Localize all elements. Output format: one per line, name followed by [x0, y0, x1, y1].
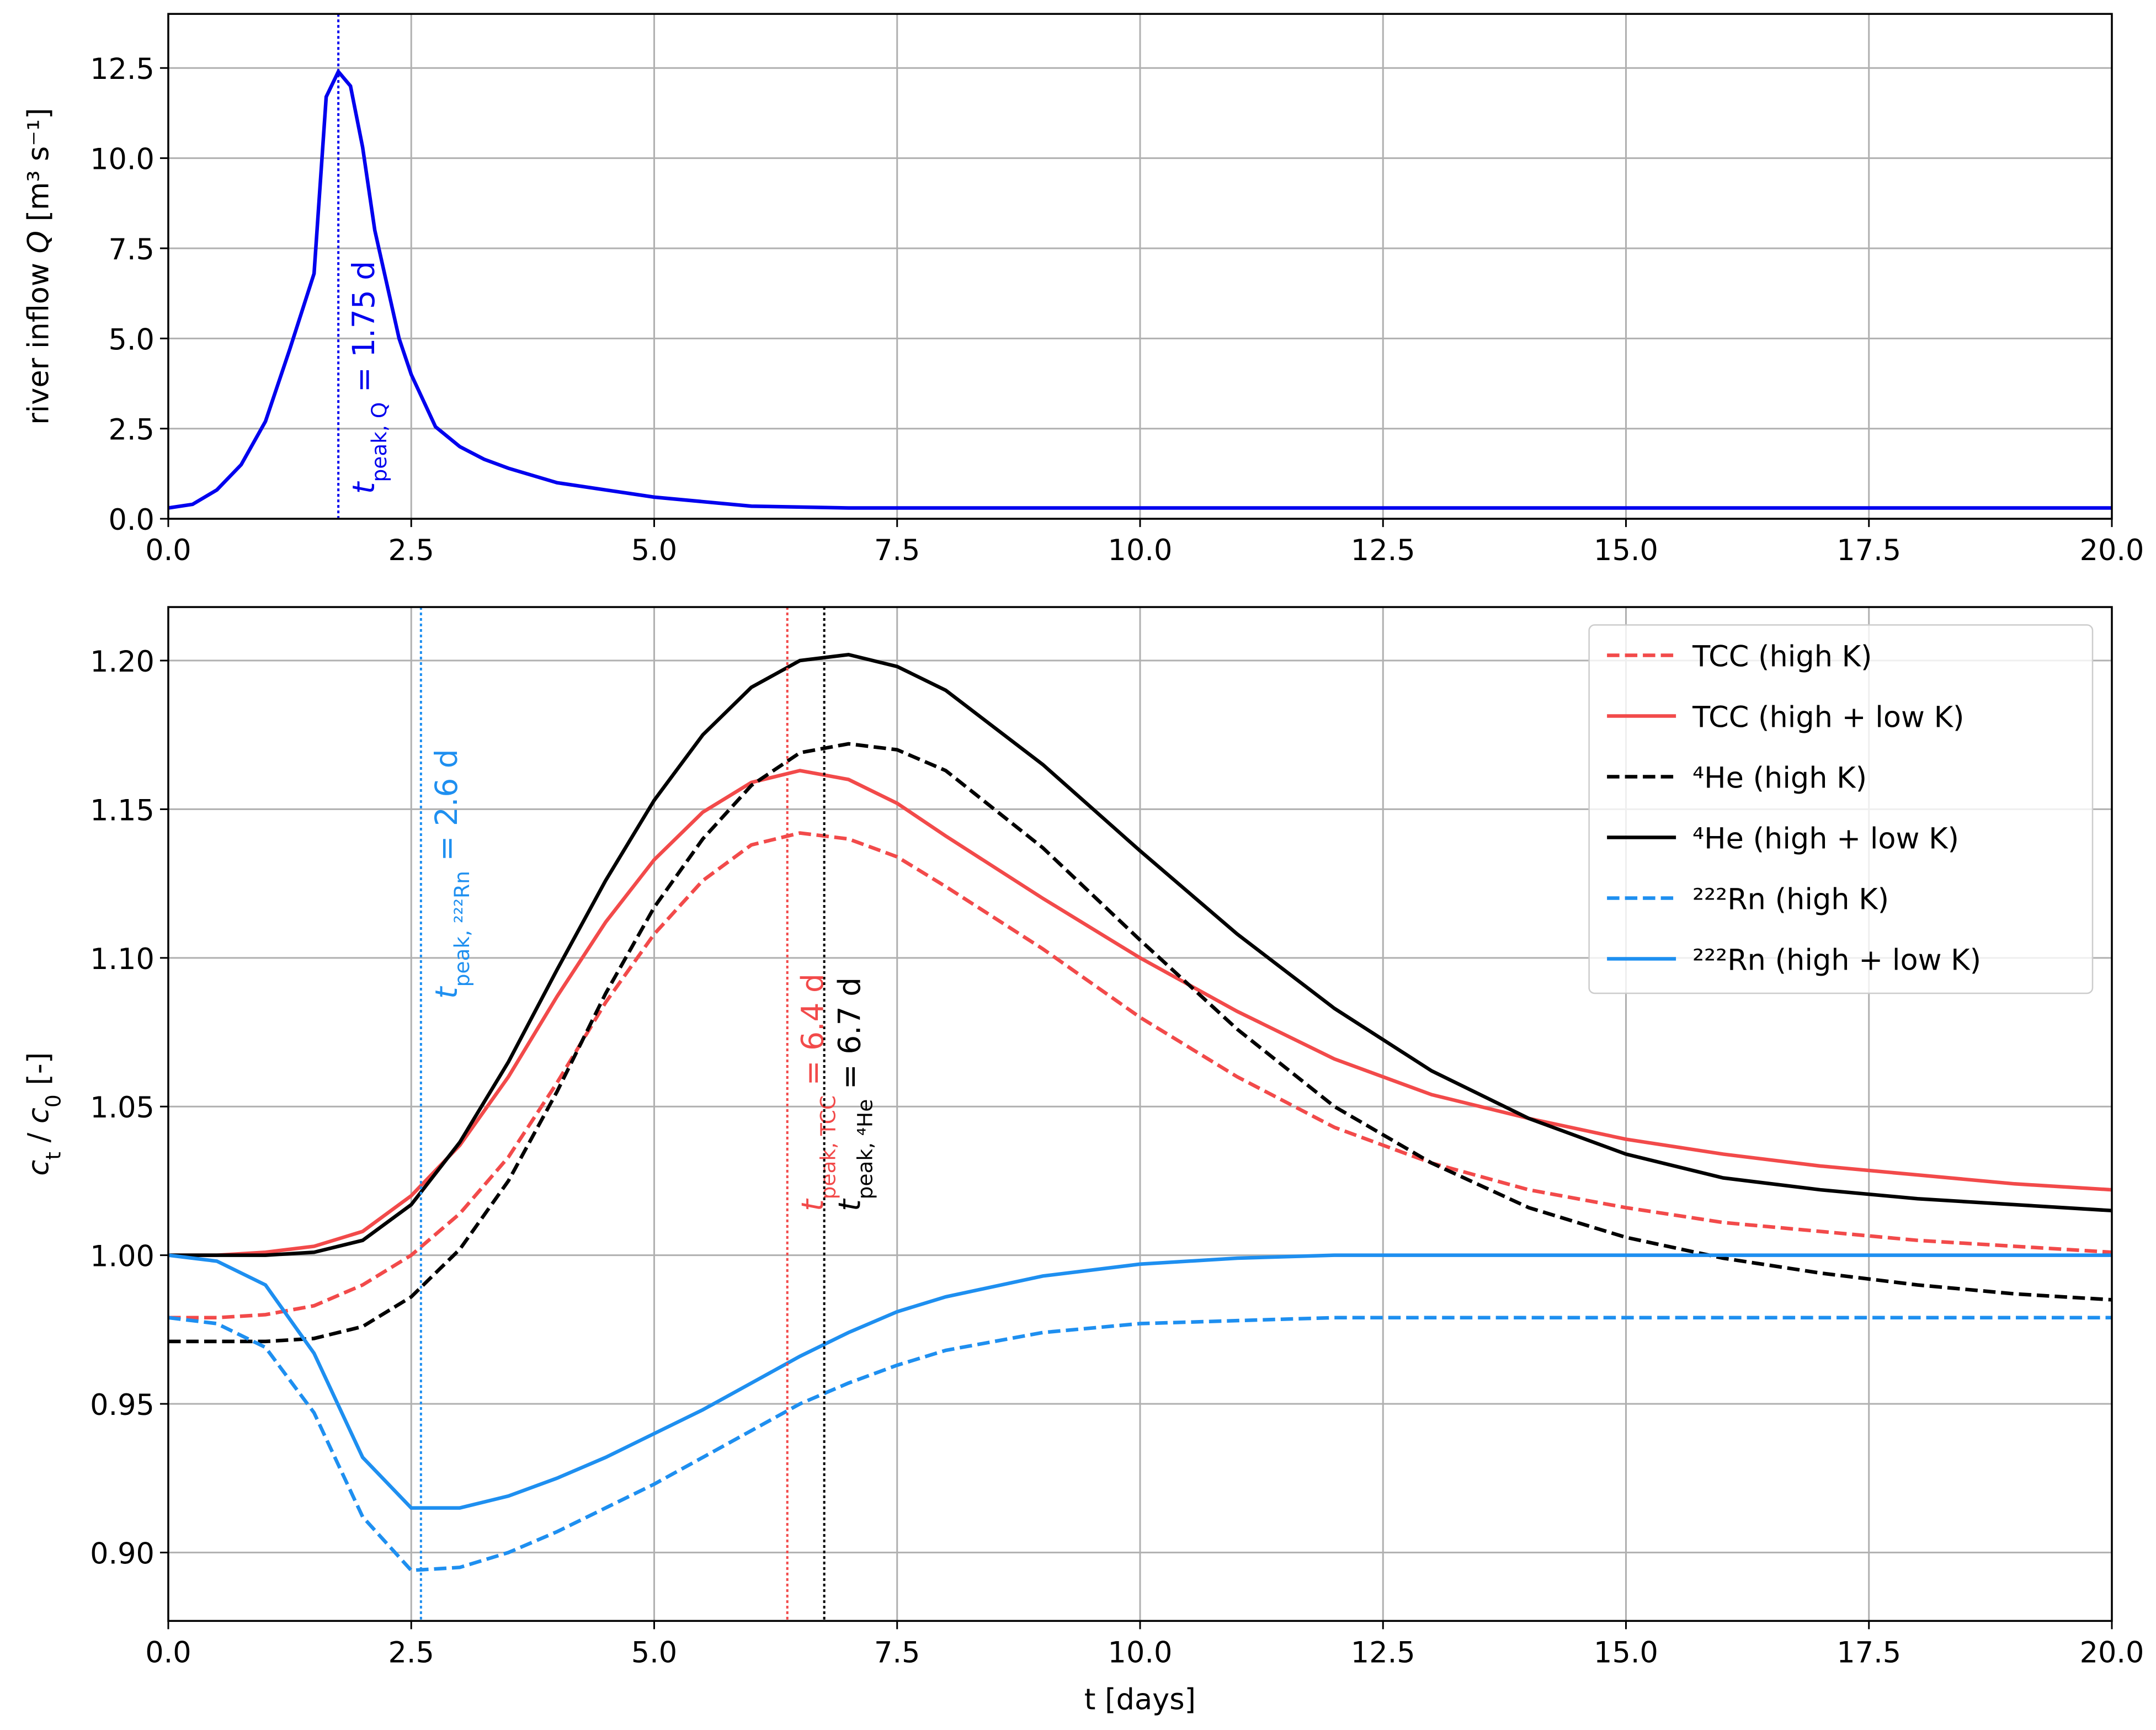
- y-tick-label: 2.5: [108, 413, 154, 447]
- text-part: c: [22, 1160, 55, 1176]
- y-tick-label: 10.0: [90, 143, 155, 177]
- text-part: [m³ s⁻¹]: [22, 108, 55, 231]
- text-part: t: [346, 481, 381, 494]
- text-part: c: [22, 1108, 55, 1124]
- y-axis-label: river inflow Q [m³ s⁻¹]: [22, 108, 55, 424]
- text-part: peak, ⁴He: [853, 1099, 877, 1200]
- x-tick-label: 0.0: [145, 534, 191, 567]
- x-tick-label: 12.5: [1351, 1636, 1415, 1669]
- x-tick-label: 15.0: [1594, 534, 1658, 567]
- y-tick-label: 0.0: [108, 503, 154, 537]
- legend-label: TCC (high + low K): [1692, 701, 1964, 734]
- x-tick-label: 10.0: [1108, 534, 1173, 567]
- y-tick-label: 5.0: [108, 323, 154, 356]
- text-part: peak, TCC: [816, 1095, 840, 1199]
- text-part: river inflow: [22, 253, 55, 424]
- text-part: peak, Q: [367, 402, 391, 482]
- y-tick-label: 12.5: [90, 52, 155, 86]
- series-line: [168, 1253, 2112, 1510]
- y-axis-label: ct / c0 [-]: [22, 1052, 65, 1176]
- x-tick-label: 0.0: [145, 1636, 191, 1669]
- text-part: = 1.75 d: [346, 261, 381, 402]
- x-tick-label: 7.5: [874, 1636, 920, 1669]
- y-tick-label: 1.00: [90, 1240, 155, 1274]
- legend-label: ⁴He (high + low K): [1692, 822, 1959, 856]
- text-part: t: [429, 986, 464, 999]
- x-tick-label: 20.0: [2080, 534, 2144, 567]
- series-line: [168, 742, 2112, 1344]
- text-part: /: [22, 1124, 55, 1152]
- x-tick-label: 17.5: [1836, 534, 1901, 567]
- y-tick-label: 1.10: [90, 943, 155, 976]
- x-tick-label: 15.0: [1594, 1636, 1658, 1669]
- y-tick-label: 1.15: [90, 794, 155, 827]
- series-line: [168, 1316, 2112, 1573]
- y-tick-label: 1.20: [90, 645, 155, 679]
- x-tick-label: 12.5: [1351, 534, 1415, 567]
- text-part: t: [832, 1198, 867, 1211]
- x-tick-label: 17.5: [1836, 1636, 1901, 1669]
- legend-label: ⁴He (high K): [1692, 762, 1867, 795]
- y-tick-label: 1.05: [90, 1091, 155, 1125]
- x-tick-label: 5.0: [631, 534, 677, 567]
- peak-annotation: tpeak, ⁴He = 6.7 d: [832, 977, 877, 1211]
- legend-label: TCC (high K): [1692, 640, 1872, 674]
- text-part: t: [41, 1152, 65, 1160]
- plot-frame: [167, 606, 2113, 1622]
- text-part: peak, ²²²Rn: [450, 871, 474, 987]
- y-tick-label: 0.90: [90, 1537, 155, 1571]
- x-tick-label: 5.0: [631, 1636, 677, 1669]
- plot-frame: [167, 13, 2113, 520]
- text-part: = 2.6 d: [429, 749, 464, 871]
- x-axis-label: t [days]: [1084, 1683, 1196, 1716]
- text-part: = 6.7 d: [832, 977, 867, 1099]
- x-tick-label: 20.0: [2080, 1636, 2144, 1669]
- peak-annotation: tpeak, ²²²Rn = 2.6 d: [429, 749, 474, 999]
- series-line: [168, 68, 2112, 510]
- x-tick-label: 10.0: [1108, 1636, 1173, 1669]
- peak-annotation: tpeak, Q = 1.75 d: [346, 261, 391, 494]
- legend-label: ²²²Rn (high K): [1692, 882, 1889, 916]
- series-line: [168, 769, 2112, 1257]
- series-line: [168, 831, 2112, 1320]
- legend-box: [1588, 624, 2094, 994]
- text-part: 0: [41, 1094, 65, 1108]
- text-part: [-]: [22, 1052, 55, 1095]
- x-tick-label: 2.5: [388, 1636, 434, 1669]
- x-tick-label: 2.5: [388, 534, 434, 567]
- y-tick-label: 7.5: [108, 233, 154, 267]
- x-tick-label: 7.5: [874, 534, 920, 567]
- series-line: [168, 652, 2112, 1257]
- y-tick-label: 0.95: [90, 1388, 155, 1422]
- legend-label: ²²²Rn (high + low K): [1692, 943, 1981, 977]
- text-part: Q: [22, 231, 55, 253]
